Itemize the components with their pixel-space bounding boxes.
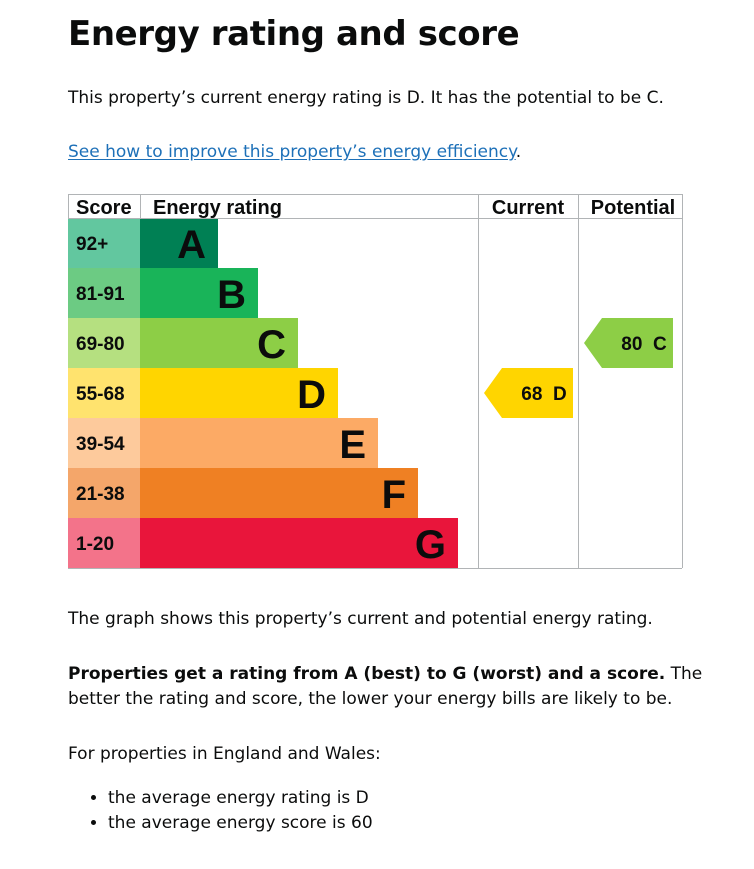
score-cell-d — [68, 368, 140, 418]
header-current: Current — [492, 197, 565, 219]
score-cell-c — [68, 318, 140, 368]
improve-efficiency-link[interactable]: See how to improve this property’s energ… — [68, 142, 516, 162]
improve-link-suffix: . — [515, 142, 522, 162]
rating-bar-e — [140, 418, 378, 468]
potential-arrow-label: 80 C — [621, 334, 667, 355]
score-label-d: 55-68 — [76, 384, 125, 405]
score-cell-a — [68, 218, 140, 268]
current-arrow-label: 68 D — [521, 384, 566, 405]
rating-bar-d — [140, 368, 338, 418]
rating-bar-b — [140, 268, 258, 318]
score-cell-g — [68, 518, 140, 568]
header-score: Score — [76, 197, 132, 219]
score-label-b: 81-91 — [76, 284, 125, 305]
rating-letter-d: D — [297, 373, 326, 417]
improve-paragraph: See how to improve this property’s energ… — [68, 140, 521, 165]
score-label-c: 69-80 — [76, 334, 125, 355]
page-title: Energy rating and score — [68, 14, 520, 54]
potential-arrow — [584, 318, 673, 368]
current-arrow — [484, 368, 573, 418]
score-cell-f — [68, 468, 140, 518]
average-rating-item: the average energy rating is D — [108, 786, 373, 811]
rating-bar-a — [140, 218, 218, 268]
averages-list: the average energy rating is D the avera… — [68, 786, 373, 836]
rating-letter-c: C — [257, 323, 286, 367]
graph-description: The graph shows this property’s current … — [68, 609, 653, 629]
score-label-g: 1-20 — [76, 534, 114, 555]
properties-bold-text: Properties get a rating from A (best) to… — [68, 664, 666, 684]
rating-letter-a: A — [177, 223, 206, 267]
score-label-f: 21-38 — [76, 484, 125, 505]
score-cell-b — [68, 268, 140, 318]
score-cell-e — [68, 418, 140, 468]
rating-letter-f: F — [382, 473, 406, 517]
intro-text: This property’s current energy rating is… — [68, 88, 664, 108]
rating-letter-b: B — [217, 273, 246, 317]
header-potential: Potential — [591, 197, 675, 219]
rating-bar-f — [140, 468, 418, 518]
rating-letter-g: G — [415, 523, 446, 567]
properties-rest-text: The better the rating and score, the low… — [68, 664, 703, 709]
rating-bar-c — [140, 318, 298, 368]
score-label-a: 92+ — [76, 234, 108, 255]
england-wales-text: For properties in England and Wales: — [68, 744, 381, 764]
energy-rating-chart: Score Energy rating Current Potential 92+ A 81… — [68, 194, 683, 569]
average-score-item: the average energy score is 60 — [108, 811, 373, 836]
score-label-e: 39-54 — [76, 434, 125, 455]
header-energy-rating: Energy rating — [153, 197, 282, 219]
rating-letter-e: E — [339, 423, 366, 467]
rating-bar-g — [140, 518, 458, 568]
properties-explanation: Properties get a rating from A (best) to… — [68, 662, 708, 712]
